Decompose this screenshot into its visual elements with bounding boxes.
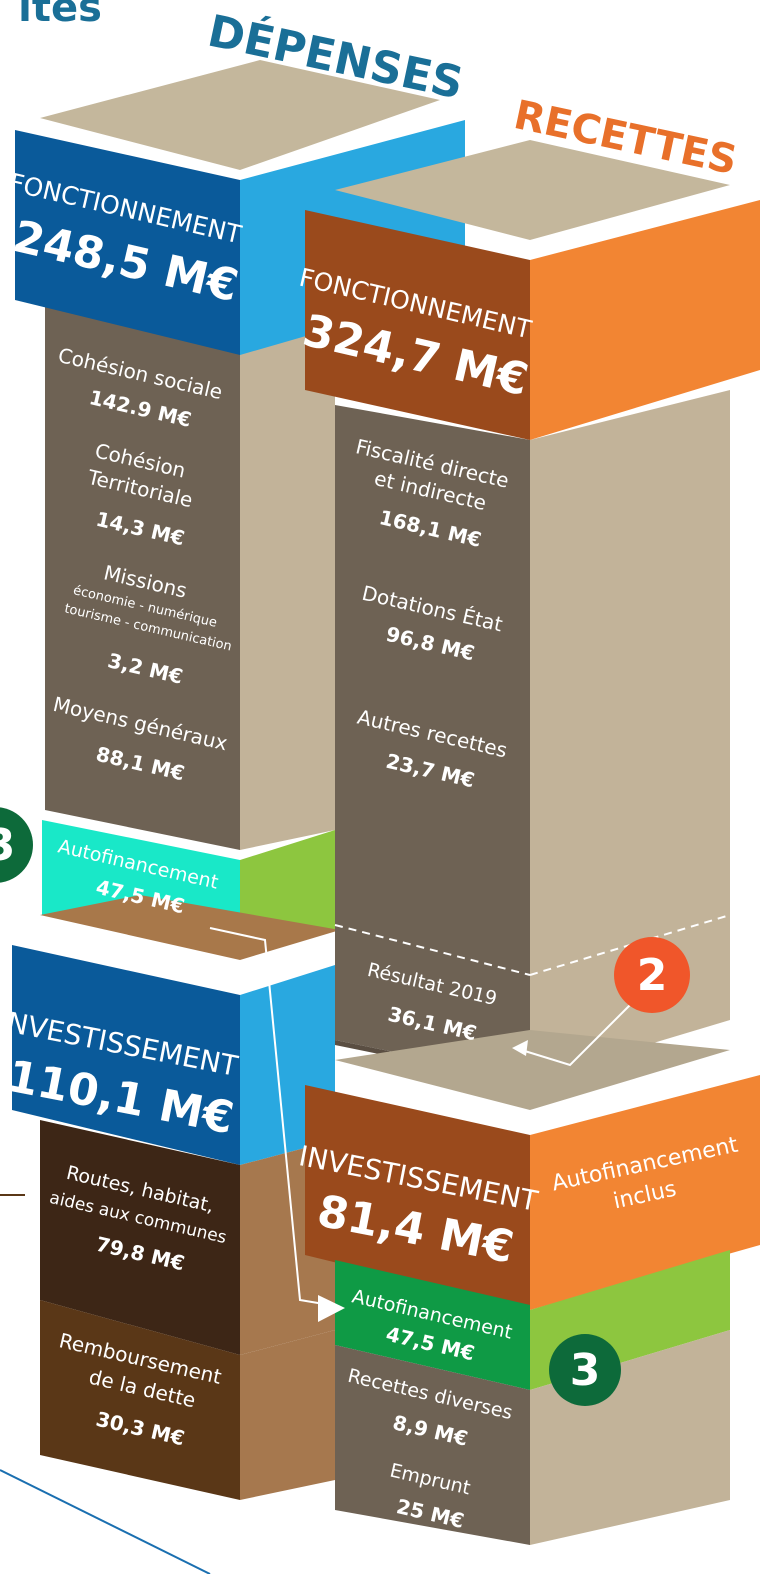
cropped-title: ites [18,0,102,31]
badge-number: 3 [570,1345,601,1396]
green-front [335,1260,530,1390]
arrow-head [318,1295,345,1322]
header-side [530,200,760,440]
shapes [0,60,760,1574]
header-front [12,945,240,1165]
cap-top [40,60,440,170]
badge-number: 3 [0,820,15,871]
badge [549,1334,621,1406]
badge [0,807,33,883]
decor-line [0,1469,211,1574]
cap-top [335,140,730,240]
header-side [530,1075,760,1310]
header-front [305,1085,530,1310]
column-side [240,300,335,850]
arrow-head [512,1040,528,1056]
dashed-line [334,924,531,976]
block-front [40,1120,240,1355]
column-side [530,390,730,1080]
arrow-line [514,1004,631,1067]
block-front [335,1345,530,1545]
badge [614,937,690,1013]
block-front [40,1300,240,1500]
arrow-line [209,927,331,1306]
column-front [335,405,530,1080]
block-side [240,1330,335,1500]
badge-number: 2 [637,950,668,1001]
header-front [15,130,240,355]
column-front [45,300,240,850]
header-front [305,210,530,440]
cap-top [335,1030,730,1110]
